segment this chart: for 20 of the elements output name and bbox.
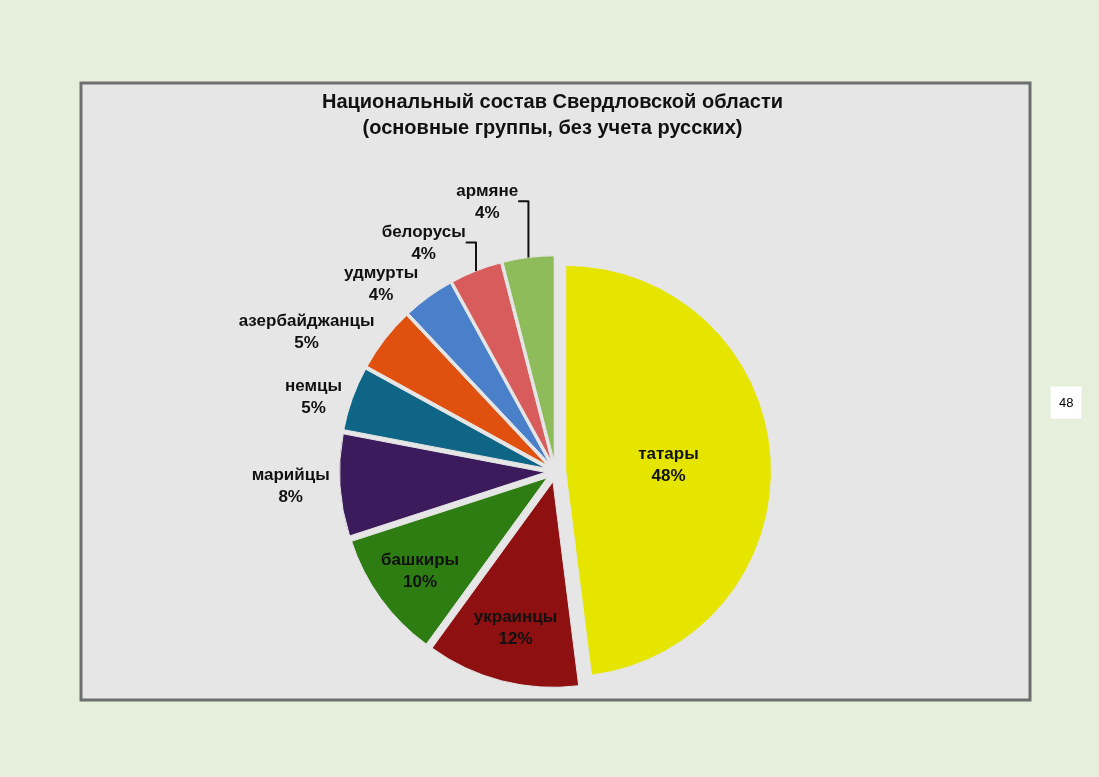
data-label: 48%: [651, 466, 686, 486]
slice-label: башкиры: [381, 549, 460, 569]
slice-label: украинцы: [473, 606, 558, 626]
slice-label: армяне: [456, 180, 519, 200]
slice-label: марийцы: [251, 464, 330, 484]
data-label: 5%: [301, 397, 326, 417]
slice-label: немцы: [285, 375, 343, 395]
data-label: 12%: [498, 628, 533, 648]
data-label: 4%: [368, 285, 394, 305]
slice-label: татары: [638, 444, 699, 464]
data-label: 8%: [278, 486, 303, 506]
text: 48: [1059, 395, 1074, 410]
data-label: 10%: [403, 571, 438, 591]
data-label: 4%: [411, 244, 436, 263]
slice-label: удмурты: [343, 263, 419, 282]
chart-title: Национальный состав Свердловской области (основные группы, без учета русских): [321, 90, 784, 138]
slice-label: азербайджанцы: [238, 311, 375, 331]
data-label: 4%: [474, 202, 500, 222]
slice-label: белорусы: [381, 221, 466, 241]
data-label: 5%: [294, 333, 319, 353]
